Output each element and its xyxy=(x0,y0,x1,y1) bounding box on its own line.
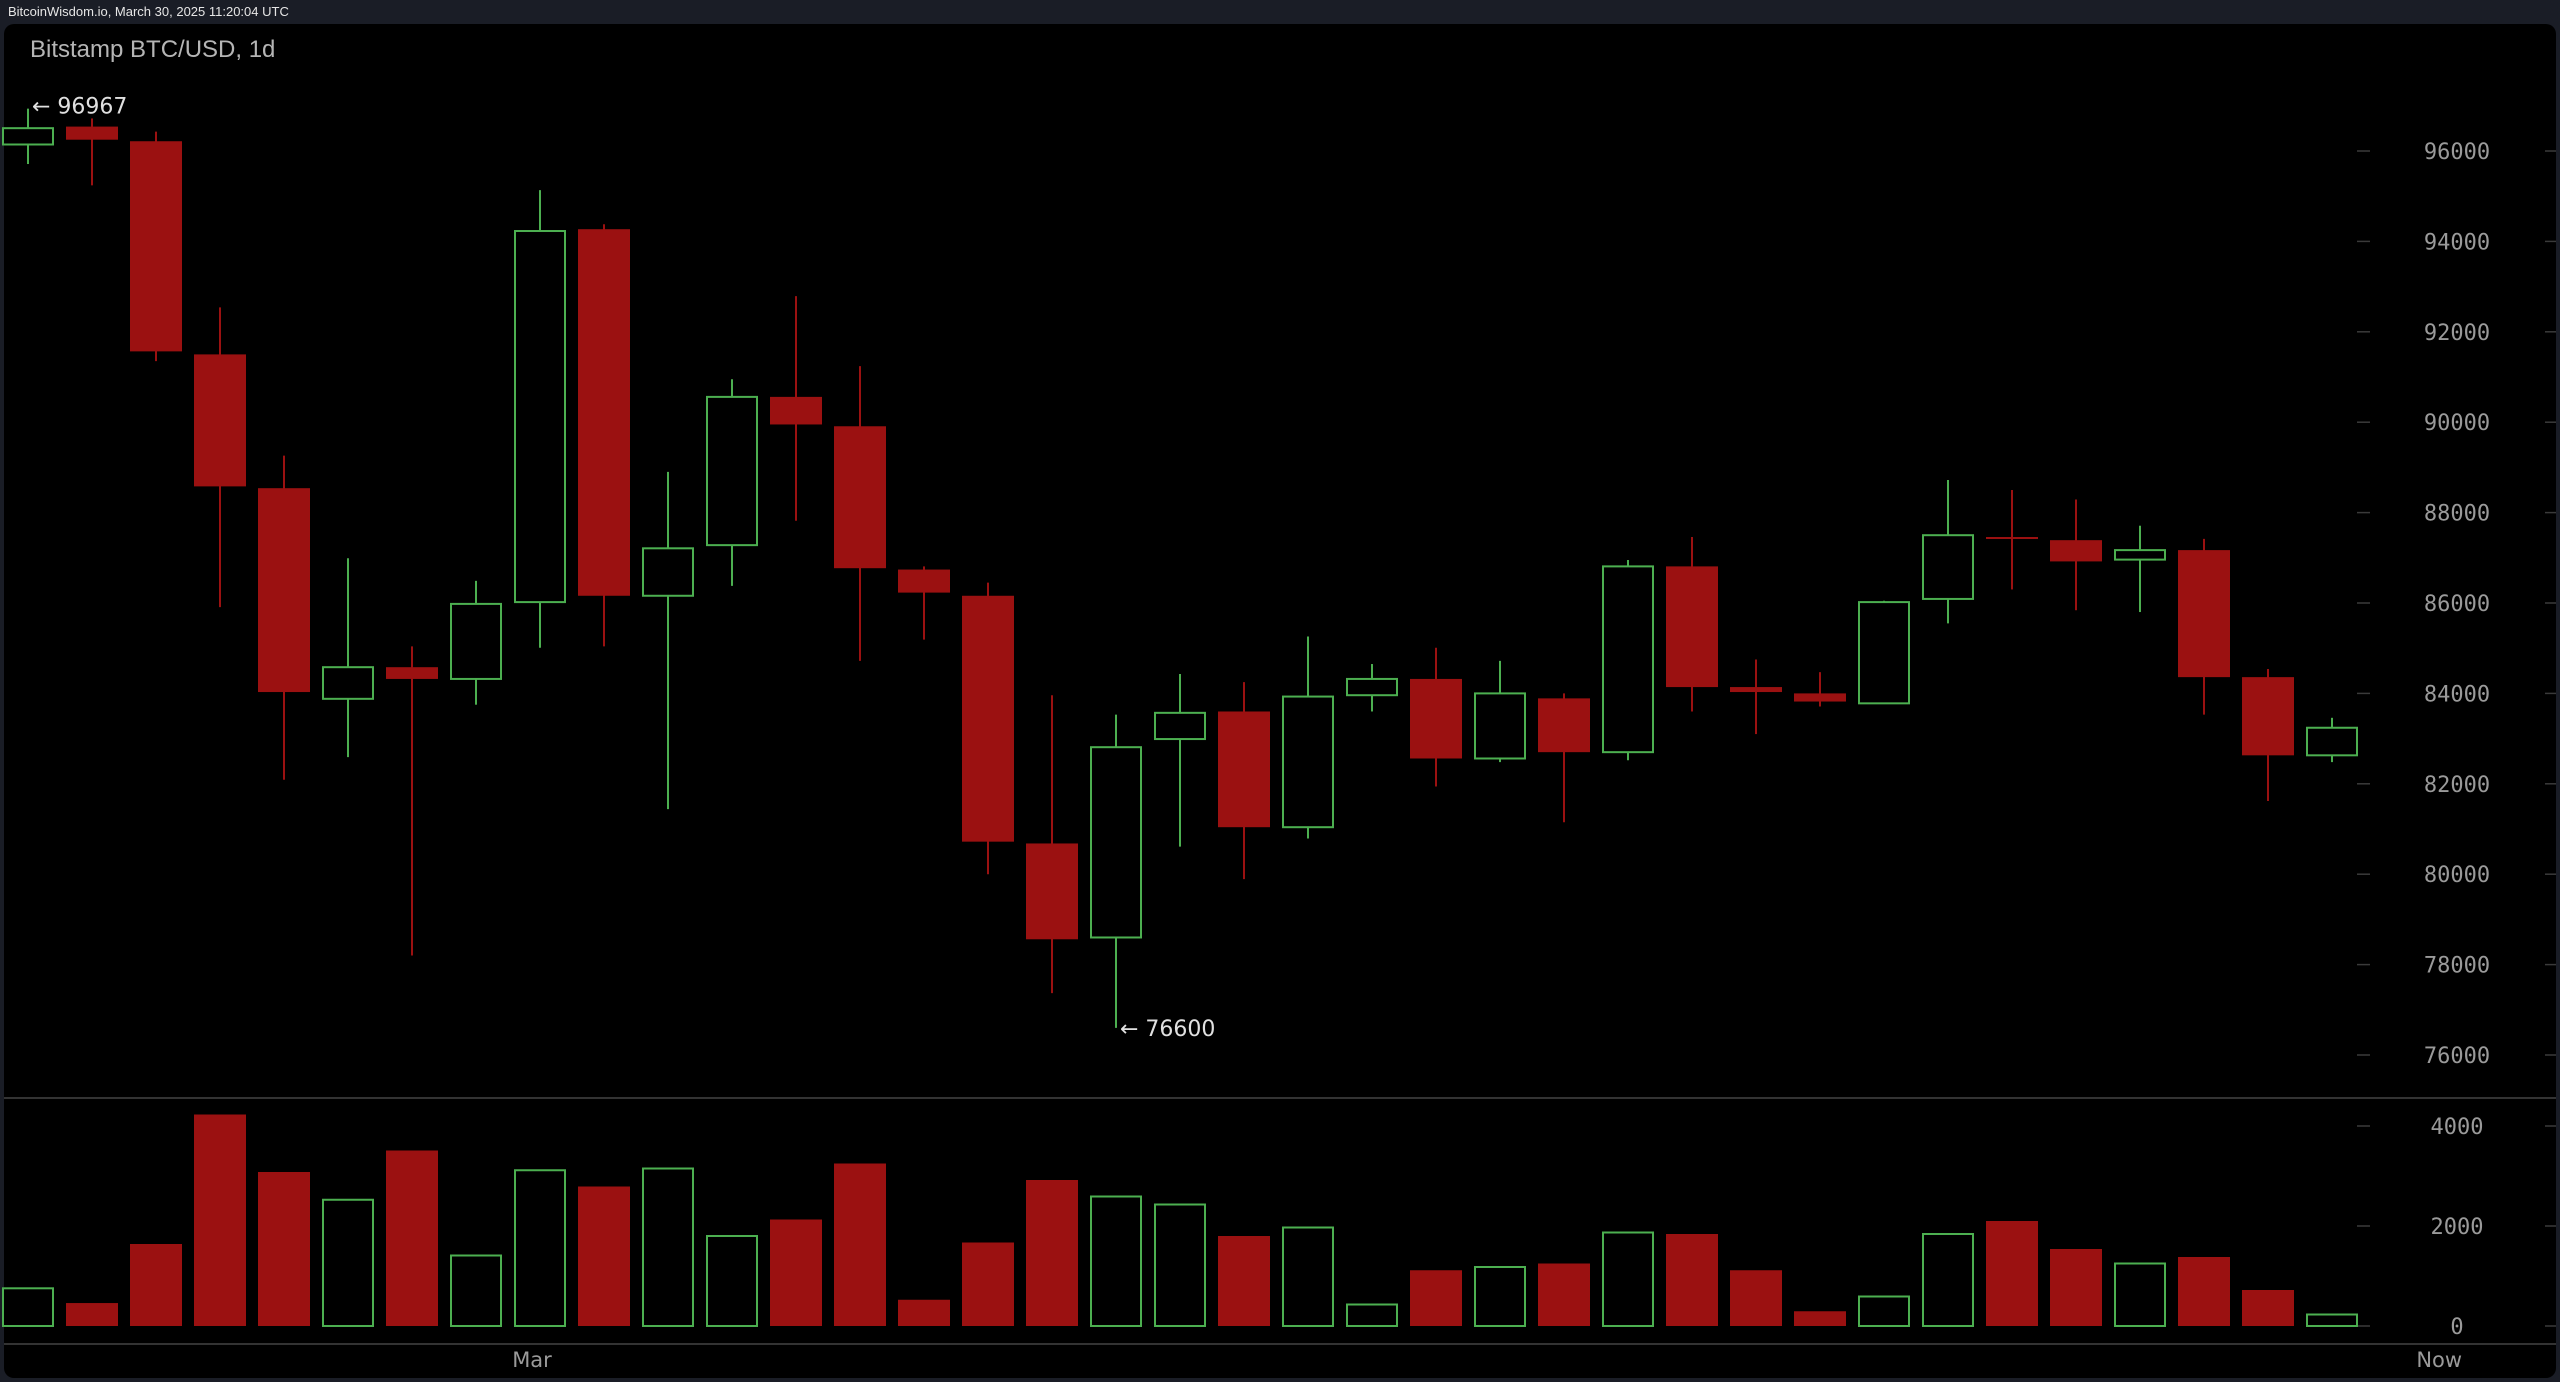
volume-bar-up xyxy=(706,1235,758,1327)
volume-bar-down xyxy=(962,1242,1014,1326)
volume-bar-up xyxy=(1346,1303,1398,1327)
volume-bar-up xyxy=(1090,1195,1142,1327)
candle-body-down xyxy=(1410,678,1462,759)
candle-body-down xyxy=(258,488,310,693)
volume-bar-down xyxy=(386,1150,438,1326)
volume-bar-down xyxy=(578,1186,630,1326)
volume-tick-label: 2000 xyxy=(2431,1215,2484,1240)
volume-bar-down xyxy=(1410,1270,1462,1326)
candle-body-down xyxy=(2050,540,2102,562)
candle-body-down xyxy=(194,354,246,487)
volume-bar-up xyxy=(2114,1262,2166,1327)
volume-bar-up xyxy=(1922,1233,1974,1327)
candle-body-down xyxy=(386,667,438,679)
price-tick-label: 84000 xyxy=(2424,682,2490,707)
volume-bar-up xyxy=(1858,1295,1910,1327)
price-tick-label: 92000 xyxy=(2424,321,2490,346)
volume-bar-up xyxy=(322,1198,374,1327)
volume-bar-down xyxy=(770,1219,822,1326)
volume-bar-up xyxy=(642,1167,694,1327)
volume-tick-label: 4000 xyxy=(2431,1115,2484,1140)
candle-body-up xyxy=(1282,695,1334,829)
candle-body-down xyxy=(1538,698,1590,753)
volume-bar-down xyxy=(2178,1257,2230,1326)
volume-bar-down xyxy=(1026,1180,1078,1326)
price-tick-label: 88000 xyxy=(2424,502,2490,527)
candle-body-up xyxy=(1858,601,1910,705)
volume-bar-down xyxy=(194,1114,246,1326)
candle-body-down xyxy=(834,426,886,569)
candle-body-up xyxy=(322,666,374,700)
candle-body-up xyxy=(2114,549,2166,561)
candle-body-up xyxy=(642,547,694,597)
chart-title: Bitstamp BTC/USD, 1d xyxy=(30,36,276,63)
candle-body-up xyxy=(1922,534,1974,600)
volume-bar-up xyxy=(2306,1313,2358,1327)
volume-bar-down xyxy=(1794,1311,1846,1326)
volume-bar-down xyxy=(1666,1234,1718,1326)
price-tick-label: 78000 xyxy=(2424,954,2490,979)
price-tick-label: 94000 xyxy=(2424,230,2490,255)
candle-body-up xyxy=(2306,726,2358,757)
volume-bar-down xyxy=(2050,1249,2102,1326)
volume-bar-down xyxy=(1730,1270,1782,1326)
candle-body-up xyxy=(1346,677,1398,697)
candle-body-up xyxy=(1602,565,1654,754)
volume-tick-label: 0 xyxy=(2450,1315,2463,1340)
volume-bar-up xyxy=(1282,1226,1334,1327)
candle-body-up xyxy=(514,230,566,604)
volume-bar-up xyxy=(514,1169,566,1327)
candle-body-up xyxy=(2,127,54,146)
volume-bar-down xyxy=(1986,1221,2038,1326)
annotation-high: ← 96967 xyxy=(32,94,127,119)
volume-bar-down xyxy=(898,1299,950,1326)
volume-bar-up xyxy=(1154,1203,1206,1327)
candle-body-down xyxy=(962,595,1014,842)
volume-bar-up xyxy=(1602,1231,1654,1327)
candle-body-down xyxy=(130,141,182,352)
volume-bar-up xyxy=(1474,1266,1526,1327)
candle-body-down xyxy=(578,229,630,596)
price-tick-label: 96000 xyxy=(2424,140,2490,165)
volume-bar-down xyxy=(2242,1290,2294,1326)
candle-body-down xyxy=(898,569,950,593)
candle-body-down xyxy=(1026,843,1078,940)
candle-body-down xyxy=(2178,550,2230,678)
volume-bar-up xyxy=(450,1254,502,1327)
volume-bar-down xyxy=(66,1303,118,1326)
candle-body-up xyxy=(1154,711,1206,741)
price-tick-label: 90000 xyxy=(2424,411,2490,436)
candle-body-up xyxy=(1090,746,1142,939)
volume-bar-down xyxy=(1538,1263,1590,1326)
candle-body-down xyxy=(1666,566,1718,688)
candle-body-up xyxy=(1474,692,1526,760)
candle-body-down xyxy=(1794,693,1846,702)
volume-bar-down xyxy=(130,1244,182,1326)
price-tick-label: 80000 xyxy=(2424,863,2490,888)
candle-body-down xyxy=(770,396,822,425)
candle-body-down xyxy=(1730,687,1782,693)
candle-body-down xyxy=(66,126,118,140)
candle-body-up xyxy=(450,602,502,680)
volume-bar-down xyxy=(834,1163,886,1326)
candle-body-down xyxy=(1986,537,2038,540)
x-tick-label-now: Now xyxy=(2416,1348,2462,1372)
volume-bar-down xyxy=(258,1172,310,1326)
x-tick-label-mar: Mar xyxy=(512,1348,552,1372)
candle-body-down xyxy=(1218,711,1270,828)
price-tick-label: 86000 xyxy=(2424,592,2490,617)
volume-bar-up xyxy=(2,1287,54,1328)
volume-bar-down xyxy=(1218,1236,1270,1326)
price-tick-label: 76000 xyxy=(2424,1044,2490,1069)
candle-body-down xyxy=(2242,677,2294,756)
annotation-low: ← 76600 xyxy=(1120,1017,1215,1042)
source-timestamp: BitcoinWisdom.io, March 30, 2025 11:20:0… xyxy=(8,4,289,19)
candle-body-up xyxy=(706,395,758,547)
price-tick-label: 82000 xyxy=(2424,773,2490,798)
